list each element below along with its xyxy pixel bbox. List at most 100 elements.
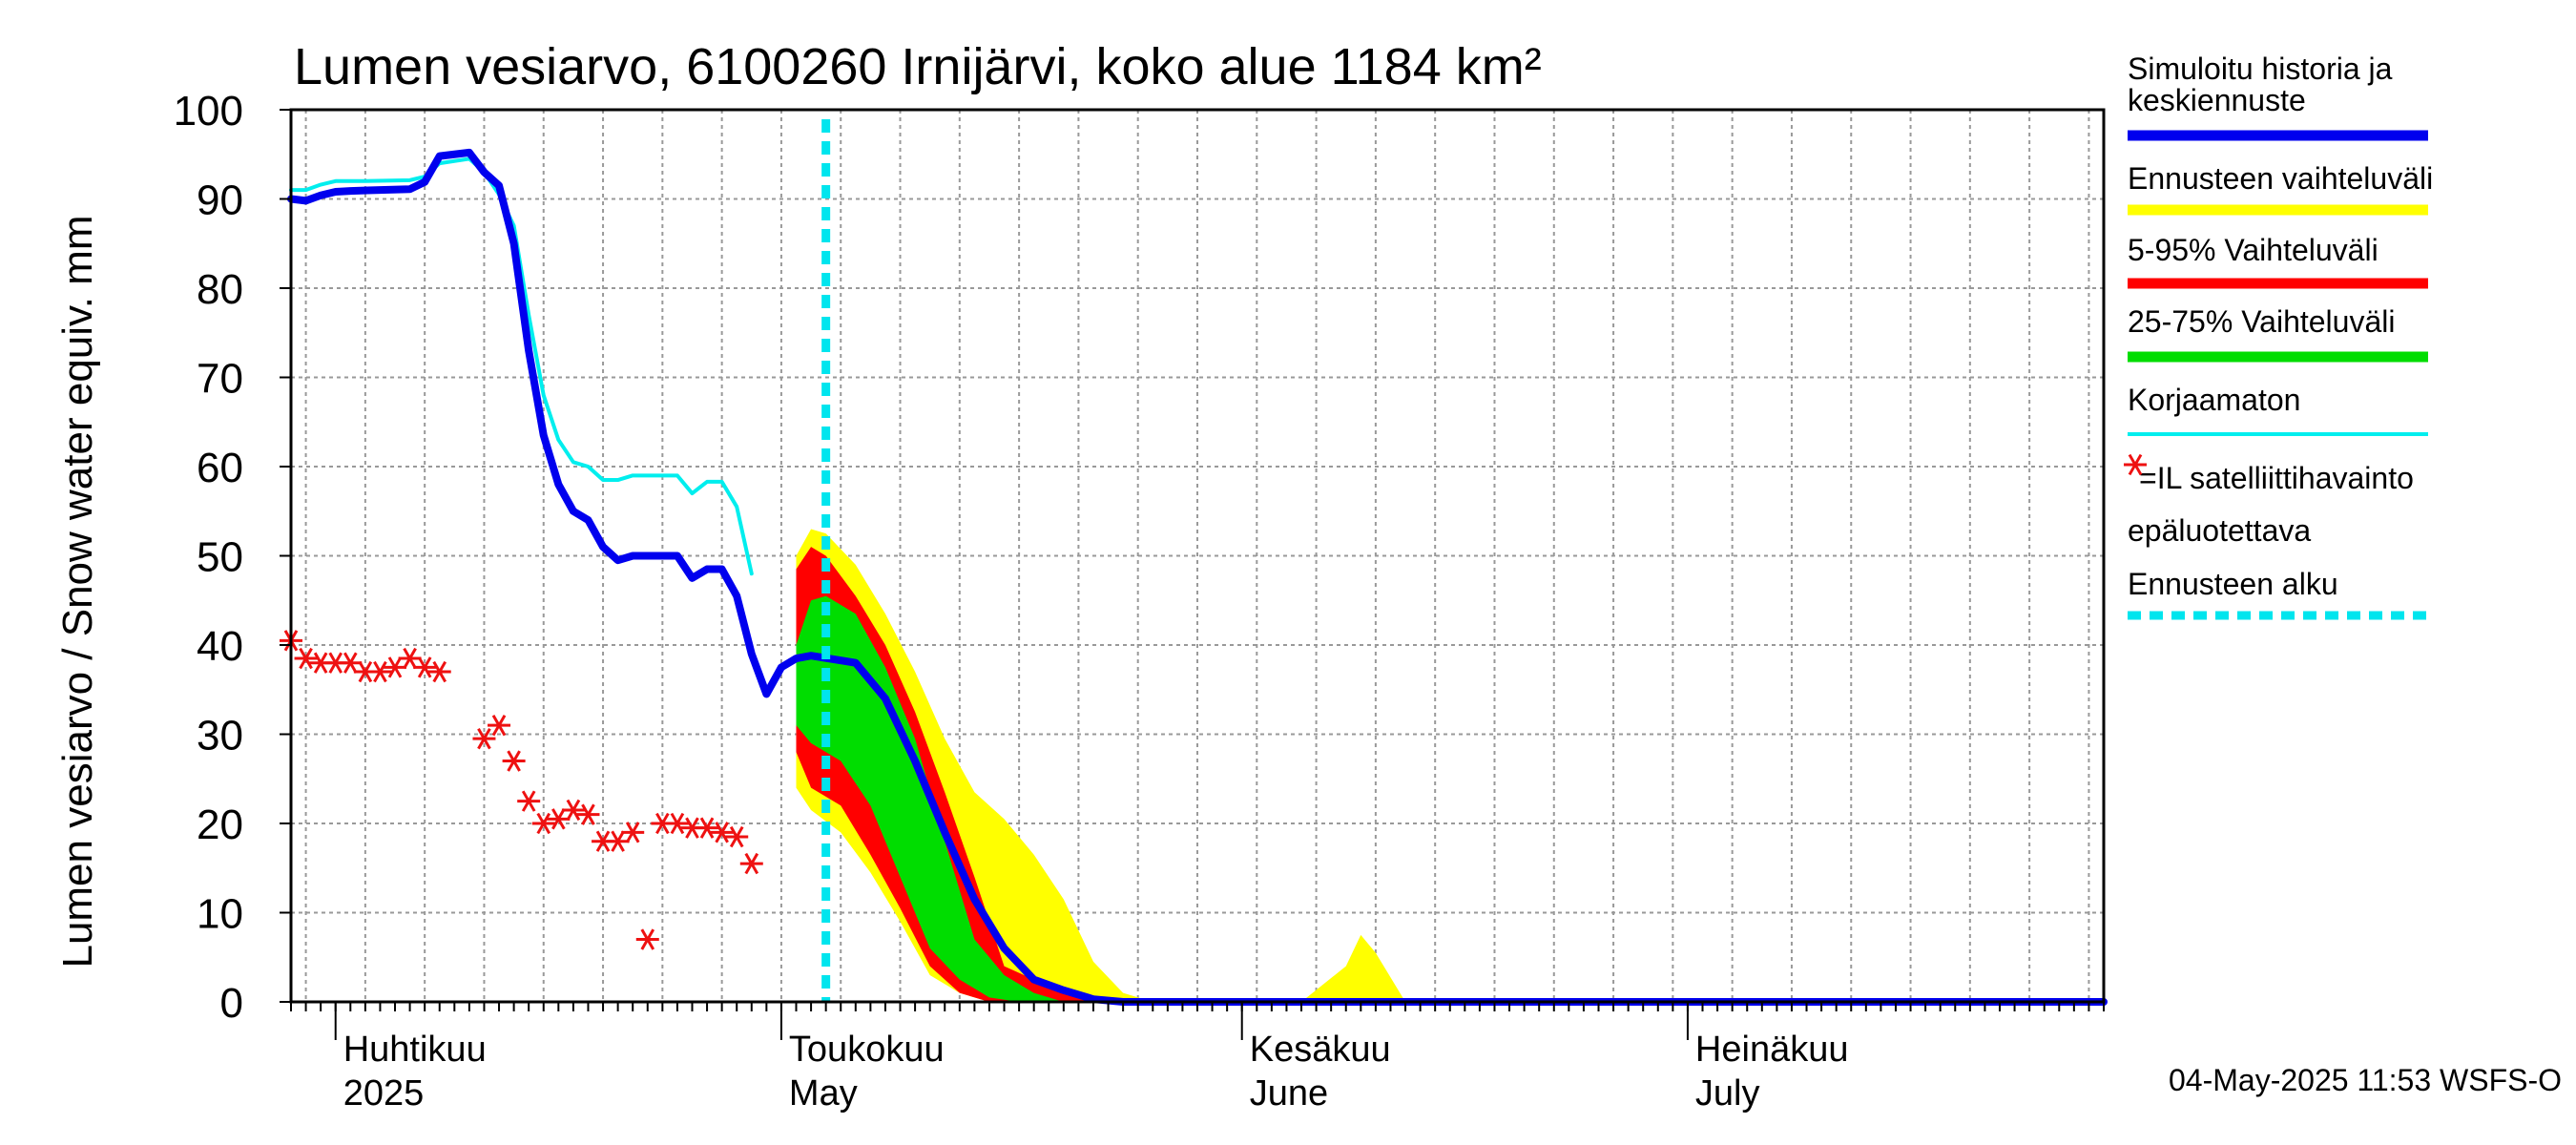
satellite-point [606, 830, 630, 852]
satellite-point [339, 652, 363, 674]
legend-label: keskiennuste [2128, 83, 2306, 117]
legend-item: =IL satelliittihavainto epäluotettava [2124, 453, 2414, 548]
satellite-point [502, 750, 526, 772]
chart-title: Lumen vesiarvo, 6100260 Irnijärvi, koko … [294, 38, 1542, 95]
series-lines [287, 119, 2108, 1006]
satellite-marker-stroke [551, 808, 566, 830]
satellite-point [739, 852, 763, 875]
simulated-line [287, 148, 2108, 1006]
satellite-marker-stroke [358, 660, 373, 683]
x-month-label: Heinäkuu [1695, 1030, 1849, 1070]
satellite-point [427, 660, 451, 683]
legend-item: 5-95% Vaihteluväli [2128, 233, 2428, 289]
y-tick-label: 10 [197, 891, 243, 938]
satellite-point [665, 812, 689, 835]
satellite-markers [280, 630, 763, 950]
satellite-point [413, 656, 437, 678]
satellite-point [621, 822, 645, 843]
satellite-marker-stroke [507, 750, 521, 772]
satellite-marker-stroke [640, 928, 655, 950]
satellite-point [294, 647, 318, 670]
satellite-marker-stroke [625, 822, 640, 843]
satellite-marker-stroke [417, 656, 432, 678]
y-tick-label: 30 [197, 713, 243, 760]
legend-label: epäluotettava [2128, 513, 2311, 548]
satellite-marker-stroke [491, 714, 507, 737]
satellite-point [696, 817, 719, 839]
y-tick-label: 40 [197, 623, 243, 670]
legend-label: 5-95% Vaihteluväli [2128, 233, 2379, 267]
satellite-marker-stroke [328, 652, 343, 674]
y-tick-label: 0 [220, 980, 243, 1027]
legend-item: Ennusteen alku [2128, 567, 2428, 620]
satellite-marker-stroke [581, 803, 595, 825]
satellite-marker-stroke [685, 817, 699, 839]
satellite-marker-stroke [670, 812, 685, 835]
satellite-marker-stroke [729, 825, 744, 848]
legend-item: Korjaamaton [2128, 383, 2428, 436]
y-tick-label: 50 [197, 534, 243, 581]
satellite-marker-stroke [343, 652, 358, 674]
satellite-point [398, 647, 422, 670]
legend-item: Ennusteen vaihteluväli [2128, 161, 2433, 216]
satellite-point [368, 660, 392, 683]
grid [291, 110, 2104, 1002]
legend-label: Ennusteen alku [2128, 567, 2338, 601]
legend-label: 25-75% Vaihteluväli [2128, 304, 2395, 339]
legend-label: Ennusteen vaihteluväli [2128, 161, 2433, 196]
satellite-point [561, 799, 585, 822]
satellite-marker-stroke [403, 647, 417, 670]
y-tick-label: 80 [197, 266, 243, 313]
legend-item: 25-75% Vaihteluväli [2128, 304, 2428, 363]
x-year-label: June [1250, 1073, 1328, 1114]
x-month-label: Toukokuu [789, 1030, 945, 1070]
satellite-point [576, 803, 600, 825]
x-month-label: Kesäkuu [1250, 1030, 1391, 1070]
satellite-marker-stroke [373, 660, 387, 683]
legend-swatch-marker [2124, 453, 2147, 476]
x-year-label: 2025 [343, 1073, 425, 1114]
footer-timestamp: 04-May-2025 11:53 WSFS-O [2169, 1063, 2562, 1097]
satellite-point [710, 822, 734, 843]
satellite-point [547, 808, 571, 830]
y-tick-label: 20 [197, 802, 243, 848]
satellite-point [472, 727, 496, 750]
y-tick-label: 70 [197, 356, 243, 403]
y-tick-label: 60 [197, 445, 243, 491]
satellite-marker-stroke [432, 660, 447, 683]
legend-label: =IL satelliittihavainto [2139, 461, 2414, 495]
satellite-marker-stroke [536, 812, 551, 835]
satellite-point [531, 812, 555, 835]
y-ticks: 0 10 20 30 40 50 60 70 80 90 100 [174, 88, 291, 1027]
legend-label: Simuloitu historia ja [2128, 52, 2393, 86]
satellite-marker-stroke [611, 830, 625, 852]
satellite-marker-stroke [299, 647, 313, 670]
satellite-marker-stroke [744, 852, 759, 875]
satellite-point [635, 928, 659, 950]
y-tick-label: 90 [197, 177, 243, 224]
x-year-label: May [789, 1073, 858, 1114]
satellite-point [488, 714, 511, 737]
x-year-label: July [1695, 1073, 1760, 1114]
x-month-label: Huhtikuu [343, 1030, 487, 1070]
satellite-marker-stroke [655, 812, 670, 835]
legend-label: Korjaamaton [2128, 383, 2300, 417]
satellite-marker-stroke [477, 727, 491, 750]
satellite-point [384, 656, 407, 678]
satellite-point [725, 825, 749, 848]
y-tick-label: 100 [174, 88, 243, 135]
satellite-marker-stroke [2128, 453, 2143, 476]
satellite-marker-stroke [387, 656, 403, 678]
satellite-marker-stroke [595, 830, 611, 852]
satellite-marker-stroke [521, 790, 536, 812]
satellite-marker-stroke [699, 817, 715, 839]
satellite-marker-stroke [566, 799, 581, 822]
satellite-marker-stroke [313, 652, 328, 674]
uncorrected-line [289, 156, 754, 576]
y-axis-label: Lumen vesiarvo / Snow water equiv. mm [54, 215, 101, 968]
satellite-marker-stroke [715, 822, 729, 843]
